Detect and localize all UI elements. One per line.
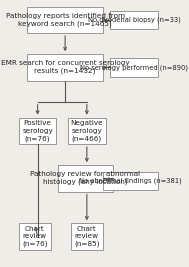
FancyBboxPatch shape: [103, 172, 158, 190]
FancyBboxPatch shape: [110, 11, 158, 29]
FancyBboxPatch shape: [27, 54, 103, 81]
FancyBboxPatch shape: [58, 165, 113, 192]
Text: Negative
serology
(n=466): Negative serology (n=466): [70, 120, 103, 142]
FancyBboxPatch shape: [110, 58, 158, 77]
Text: No abnormal findings (n=381): No abnormal findings (n=381): [79, 178, 182, 184]
Text: Positive
serology
(n=76): Positive serology (n=76): [22, 120, 53, 142]
Text: Pathology reports identified from
keyword search (n=1465): Pathology reports identified from keywor…: [6, 13, 125, 27]
Text: Chart
review
(n=76): Chart review (n=76): [22, 226, 47, 247]
FancyBboxPatch shape: [27, 7, 103, 33]
Text: No serology performed (n=890): No serology performed (n=890): [80, 64, 188, 71]
Text: Pathology review for abnormal
histology (any location): Pathology review for abnormal histology …: [30, 171, 140, 185]
FancyBboxPatch shape: [68, 118, 106, 144]
FancyBboxPatch shape: [19, 118, 57, 144]
Text: Chart
review
(n=85): Chart review (n=85): [74, 226, 100, 247]
Text: EMR search for concurrent serology
results (n=1432): EMR search for concurrent serology resul…: [1, 60, 129, 74]
FancyBboxPatch shape: [19, 223, 51, 250]
FancyBboxPatch shape: [71, 223, 103, 250]
Text: No duodenal biopsy (n=33): No duodenal biopsy (n=33): [88, 17, 180, 23]
